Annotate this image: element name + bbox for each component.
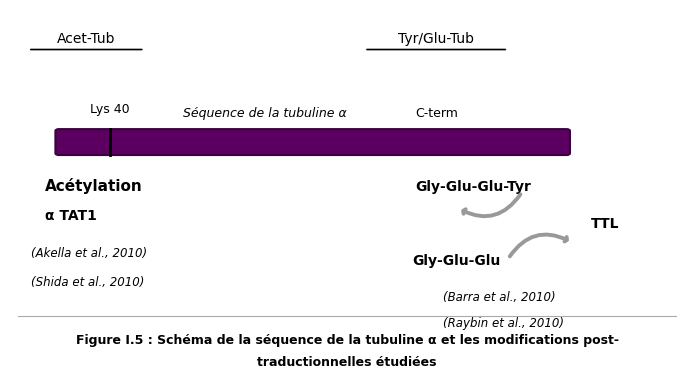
- Text: Gly-Glu-Glu: Gly-Glu-Glu: [412, 254, 500, 267]
- Text: Séquence de la tubuline α: Séquence de la tubuline α: [183, 107, 346, 120]
- Text: Lys 40: Lys 40: [90, 103, 130, 116]
- Text: Figure I.5 : Schéma de la séquence de la tubuline α et les modifications post-: Figure I.5 : Schéma de la séquence de la…: [76, 333, 618, 347]
- Text: (Barra et al., 2010): (Barra et al., 2010): [443, 291, 556, 304]
- Text: (Akella et al., 2010): (Akella et al., 2010): [31, 247, 148, 260]
- Text: (Raybin et al., 2010): (Raybin et al., 2010): [443, 317, 564, 330]
- Text: (Shida et al., 2010): (Shida et al., 2010): [31, 276, 145, 289]
- Text: TTL: TTL: [591, 216, 619, 231]
- Text: α TAT1: α TAT1: [45, 209, 97, 223]
- Text: C-term: C-term: [415, 107, 457, 120]
- Text: Acet-Tub: Acet-Tub: [57, 32, 115, 46]
- FancyBboxPatch shape: [56, 129, 570, 155]
- Text: traductionnelles étudiées: traductionnelles étudiées: [257, 356, 437, 369]
- Text: Acétylation: Acétylation: [45, 179, 143, 194]
- Text: Gly-Glu-Glu-Tyr: Gly-Glu-Glu-Tyr: [416, 179, 532, 194]
- Text: Tyr/Glu-Tub: Tyr/Glu-Tub: [398, 32, 474, 46]
